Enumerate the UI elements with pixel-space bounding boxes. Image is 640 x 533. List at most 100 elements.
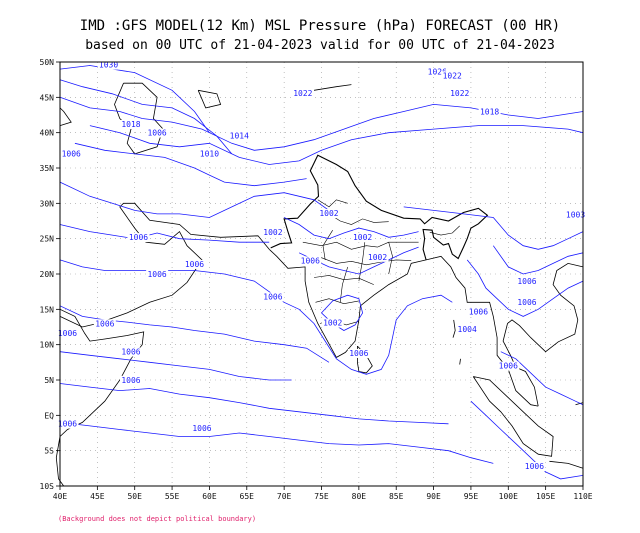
lon-tick-label: 85E [389,492,404,501]
india-boundary [270,154,489,261]
isobar-label-bg [183,259,206,269]
isobar-label: 1002 [319,209,338,218]
isobar-line [59,65,210,133]
isobar-label: 1014 [230,131,249,140]
isobar-label-bg [456,324,479,334]
lon-tick-label: 60E [202,492,217,501]
isobar-label: 1006 [517,277,536,286]
isobar-label-bg [351,233,374,243]
isobar-line [500,351,584,406]
coastline-segment [452,319,456,338]
lat-tick-label: 5N [44,376,54,385]
isobar-label-bg [198,149,221,159]
isobar-label-bg [426,67,449,77]
isobar-label: 1006 [147,128,166,137]
state-boundary [302,241,419,250]
isobar-label: 1006 [192,424,211,433]
isobar-label-bg [119,120,142,130]
isobar-label: 1006 [58,329,77,338]
isobar-line [59,181,330,218]
isobar-label-bg [146,128,169,138]
lon-tick-label: 80E [352,492,367,501]
axis-ticks: 40E 45E 50E 55E 60E 65E 70E 75E 80E 85E 90E 95E 100E… [40,58,593,501]
isobar-line [59,224,270,243]
isobar-label-bg [321,318,344,328]
isobar-label-bg [515,276,538,286]
coastline [55,82,584,487]
isobar-line [59,422,494,464]
coastline-segment [459,358,461,365]
isobar-line [59,79,233,155]
coastline-segment [59,308,145,437]
lon-tick-label: 70E [277,492,292,501]
lat-tick-label: 20N [40,270,55,279]
isobar-label: 1026 [428,68,447,77]
isobar-label-bg [478,107,501,117]
lon-tick-label: 100E [499,492,518,501]
isobar-label: 1006 [185,260,204,269]
isobar-labels: 1030102610221022102210181018101410101006… [56,60,587,472]
state-boundary [358,242,366,282]
isobar-label-bg [60,149,83,159]
isobar-label-bg [190,423,213,433]
isobar-label: 1006 [525,462,544,471]
lon-tick-label: 50E [127,492,142,501]
isobar-label-bg [56,329,79,339]
state-boundary [315,298,359,305]
isobar-line [470,400,584,480]
chart-title: IMD :GFS MODEL(12 Km) MSL Pressure (hPa)… [79,18,561,34]
isobar-label-bg [97,60,120,70]
isobar-label-bg [127,233,150,243]
isobar-line [283,217,419,240]
lat-tick-label: 40N [40,129,55,138]
state-boundary [429,225,460,236]
lat-tick-label: 10N [40,341,55,350]
lat-tick-label: 15N [40,305,55,314]
isobar-label: 1006 [301,256,320,265]
isobar-label-bg [119,347,142,357]
lon-tick-label: 65E [240,492,255,501]
lon-tick-label: 90E [426,492,441,501]
isobar-label-bg [299,256,322,266]
footnote: (Background does not depict political bo… [58,515,257,523]
isobar-label-bg [347,348,370,358]
coastline-segment [549,460,584,469]
isobar-label: 1018 [480,107,499,116]
coastline-segment [59,202,270,328]
isobar-label: 1006 [517,298,536,307]
lon-tick-label: 75E [314,492,329,501]
isobar-label-bg [441,71,464,81]
isobar-label-bg [515,298,538,308]
isobar-label-bg [119,375,142,385]
isobar-label: 1022 [293,89,312,98]
lat-tick-label: EQ [44,411,54,420]
state-boundary [339,266,348,303]
isobar-line [59,305,330,363]
isobar-label: 1006 [147,270,166,279]
isobar-line [89,125,584,165]
isobar-label-bg [261,228,284,238]
isobar-label: 1006 [349,349,368,358]
isobar-label-bg [93,319,116,329]
coastline-segment [472,376,554,457]
isobar-label: 1002 [353,233,372,242]
isobar-line [59,383,449,425]
isobar-label-bg [291,88,314,98]
isobar-label: 1002 [263,228,282,237]
isobar-label: 1003 [566,210,585,219]
isobar-label-bg [448,88,471,98]
lat-tick-label: 35N [40,164,55,173]
isobar-line [59,259,453,375]
isobar-label: 1002 [368,253,387,262]
isobar-label: 1022 [450,89,469,98]
lat-tick-label: 50N [40,58,55,67]
isobar-label-bg [467,307,490,317]
isobar-label: 1006 [95,319,114,328]
state-boundary [388,242,393,275]
lat-tick-label: 45N [40,93,55,102]
state-boundary [328,213,389,225]
isobar-label-bg [228,131,251,141]
isobar-label-bg [366,252,389,262]
isobar-line [59,96,584,151]
